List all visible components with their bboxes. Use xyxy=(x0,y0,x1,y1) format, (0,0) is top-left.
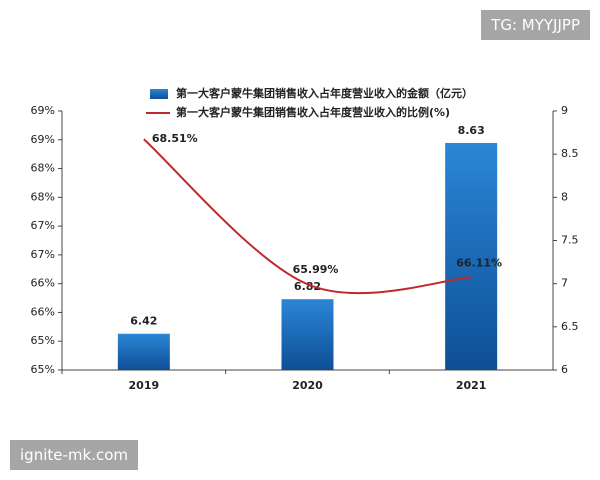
y2-tick-label: 6 xyxy=(561,363,568,376)
x-tick-label: 2019 xyxy=(129,379,160,392)
y2-tick-label: 9 xyxy=(561,104,568,117)
y2-tick-label: 7 xyxy=(561,277,568,290)
y2-tick-label: 8.5 xyxy=(561,147,579,160)
x-tick-label: 2021 xyxy=(456,379,487,392)
line-value-label: 65.99% xyxy=(293,263,339,276)
line xyxy=(143,138,472,295)
x-tick-label: 2020 xyxy=(292,379,323,392)
y-tick-label: 65% xyxy=(31,334,55,347)
y2-tick-label: 6.5 xyxy=(561,320,579,333)
y-tick-label: 65% xyxy=(31,363,55,376)
y-tick-label: 68% xyxy=(31,162,55,175)
bar-value-label: 6.82 xyxy=(294,280,321,293)
bar-value-label: 8.63 xyxy=(458,124,485,137)
bar xyxy=(117,333,170,370)
legend-label: 第一大客户蒙牛集团销售收入占年度营业收入的比例(%) xyxy=(176,105,450,119)
y-tick-label: 69% xyxy=(31,133,55,146)
y2-tick-label: 7.5 xyxy=(561,234,579,247)
y-tick-label: 67% xyxy=(31,219,55,232)
y2-tick-label: 8 xyxy=(561,190,568,203)
y-tick-label: 66% xyxy=(31,305,55,318)
line-value-label: 66.11% xyxy=(456,256,502,269)
y-tick-label: 69% xyxy=(31,104,55,117)
bar xyxy=(445,142,498,370)
legend-swatch xyxy=(150,89,168,99)
line-value-label: 68.51% xyxy=(152,132,198,145)
y-tick-label: 68% xyxy=(31,190,55,203)
watermark: TG: MYYJJPP xyxy=(481,10,590,40)
y-tick-label: 67% xyxy=(31,248,55,261)
y-tick-label: 66% xyxy=(31,277,55,290)
bar-value-label: 6.42 xyxy=(130,315,157,328)
legend-label: 第一大客户蒙牛集团销售收入占年度营业收入的金额（亿元） xyxy=(176,86,473,100)
watermark: ignite-mk.com xyxy=(10,440,138,470)
bar xyxy=(281,299,334,370)
